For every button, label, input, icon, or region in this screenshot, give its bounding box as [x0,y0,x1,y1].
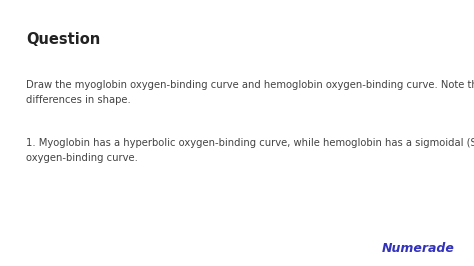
Text: Numerade: Numerade [382,242,455,255]
Text: Question: Question [26,32,100,47]
Text: 1. Myoglobin has a hyperbolic oxygen-binding curve, while hemoglobin has a sigmo: 1. Myoglobin has a hyperbolic oxygen-bin… [26,138,474,163]
Text: Draw the myoglobin oxygen-binding curve and hemoglobin oxygen-binding curve. Not: Draw the myoglobin oxygen-binding curve … [26,80,474,105]
